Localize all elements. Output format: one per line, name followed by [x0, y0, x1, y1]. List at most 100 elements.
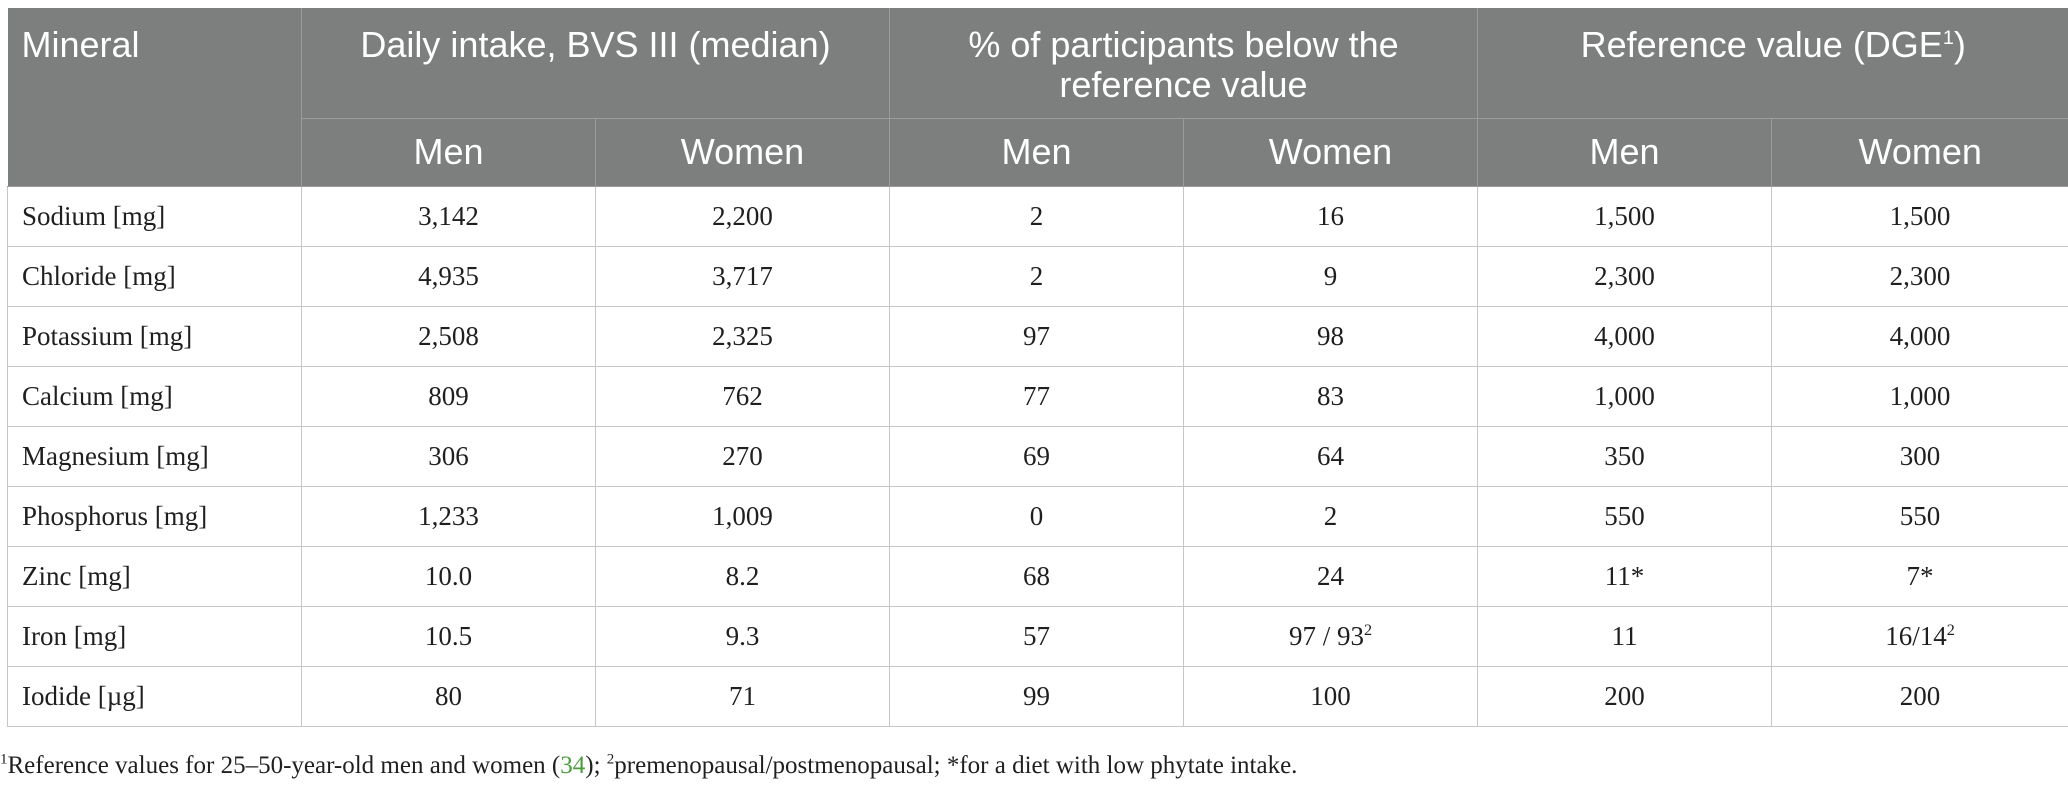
cell-ref-men: 350 [1477, 425, 1772, 487]
cell-intake-women: 762 [595, 365, 890, 427]
cell-below-women: 100 [1183, 665, 1478, 727]
cell-intake-women: 3,717 [595, 245, 890, 307]
table-row: Potassium [mg] 2,508 2,325 97 98 4,000 4… [7, 305, 2068, 367]
cell-below-women: 2 [1183, 485, 1478, 547]
cell-ref-men: 550 [1477, 485, 1772, 547]
cell-ref-women-value: 550 [1899, 500, 1941, 531]
cell-ref-women-value: 1,500 [1889, 200, 1951, 231]
cell-ref-men: 200 [1477, 665, 1772, 727]
header-ref-women: Women [1771, 118, 2068, 187]
cell-intake-women: 1,009 [595, 485, 890, 547]
cell-mineral: Chloride [mg] [7, 245, 302, 307]
cell-below-women-value: 9 [1323, 260, 1338, 291]
header-mineral: Mineral [7, 8, 302, 187]
cell-mineral: Sodium [mg] [7, 185, 302, 247]
cell-intake-men: 3,142 [301, 185, 596, 247]
cell-below-men: 68 [889, 545, 1184, 607]
cell-intake-women: 2,200 [595, 185, 890, 247]
table-row: Phosphorus [mg] 1,233 1,009 0 2 550 550 [7, 485, 2068, 547]
cell-ref-men: 4,000 [1477, 305, 1772, 367]
cell-below-women-value: 64 [1317, 440, 1344, 471]
table-row: Calcium [mg] 809 762 77 83 1,000 1,000 [7, 365, 2068, 427]
cell-ref-women: 200 [1771, 665, 2068, 727]
header-below-men: Men [889, 118, 1184, 187]
cell-intake-men: 10.0 [301, 545, 596, 607]
cell-ref-women: 300 [1771, 425, 2068, 487]
footnote-text-2: ); [585, 752, 607, 779]
cell-mineral: Potassium [mg] [7, 305, 302, 367]
cell-ref-women-value: 1,000 [1889, 380, 1951, 411]
header-intake-men: Men [301, 118, 596, 187]
cell-below-men: 77 [889, 365, 1184, 427]
header-reference-sup: 1 [1942, 27, 1954, 49]
header-row-sex: Men Women Men Women Men Women [8, 118, 2068, 187]
cell-intake-women: 9.3 [595, 605, 890, 667]
cell-below-women-value: 83 [1317, 380, 1344, 411]
cell-ref-women-value: 4,000 [1889, 320, 1951, 351]
table-row: Sodium [mg] 3,142 2,200 2 16 1,500 1,500 [7, 185, 2068, 247]
table-row: Magnesium [mg] 306 270 69 64 350 300 [7, 425, 2068, 487]
table-row: Chloride [mg] 4,935 3,717 2 9 2,300 2,30… [7, 245, 2068, 307]
cell-mineral: Magnesium [mg] [7, 425, 302, 487]
cell-below-women: 98 [1183, 305, 1478, 367]
cell-below-women: 64 [1183, 425, 1478, 487]
cell-below-women: 16 [1183, 185, 1478, 247]
cell-intake-women: 270 [595, 425, 890, 487]
header-reference-value: Reference value (DGE1) [1477, 8, 2068, 119]
footnote-sup-1: 1 [0, 751, 8, 768]
header-row-groups: Mineral Daily intake, BVS III (median) %… [7, 8, 2068, 187]
cell-ref-women-value: 2,300 [1889, 260, 1951, 291]
cell-intake-women: 2,325 [595, 305, 890, 367]
header-below-reference: % of participants below the reference va… [889, 8, 1478, 119]
cell-ref-men: 11* [1477, 545, 1772, 607]
cell-ref-women: 1,500 [1771, 185, 2068, 247]
cell-intake-men: 80 [301, 665, 596, 727]
cell-ref-women-value: 16/14 [1885, 620, 1947, 651]
header-daily-intake: Daily intake, BVS III (median) [301, 8, 890, 119]
cell-below-women-value: 2 [1323, 500, 1338, 531]
header-reference-close: ) [1953, 24, 1966, 65]
cell-below-men: 2 [889, 185, 1184, 247]
footnote-reference-link[interactable]: 34 [560, 752, 586, 779]
cell-ref-women-sup: 2 [1946, 620, 1955, 639]
cell-below-men: 97 [889, 305, 1184, 367]
cell-intake-men: 4,935 [301, 245, 596, 307]
footnote-text-3: premenopausal/postmenopausal; *for a die… [614, 752, 1298, 779]
header-below-women: Women [1183, 118, 1478, 187]
cell-below-women-value: 97 / 93 [1288, 620, 1364, 651]
cell-ref-women: 2,300 [1771, 245, 2068, 307]
cell-below-women: 97 / 932 [1183, 605, 1478, 667]
cell-intake-men: 306 [301, 425, 596, 487]
cell-below-women: 83 [1183, 365, 1478, 427]
cell-ref-women-value: 300 [1899, 440, 1941, 471]
cell-intake-women: 71 [595, 665, 890, 727]
cell-mineral: Phosphorus [mg] [7, 485, 302, 547]
cell-ref-women: 1,000 [1771, 365, 2068, 427]
cell-below-women-sup: 2 [1363, 620, 1373, 639]
header-reference-text: Reference value (DGE [1580, 24, 1943, 65]
cell-ref-men: 1,000 [1477, 365, 1772, 427]
cell-ref-women: 550 [1771, 485, 2068, 547]
cell-below-men: 2 [889, 245, 1184, 307]
minerals-table: Mineral Daily intake, BVS III (median) %… [7, 8, 2068, 727]
cell-below-men: 99 [889, 665, 1184, 727]
table-row: Iron [mg] 10.5 9.3 57 97 / 932 11 16/142 [7, 605, 2068, 667]
cell-below-men: 0 [889, 485, 1184, 547]
cell-ref-women: 16/142 [1771, 605, 2068, 667]
cell-ref-women-value: 200 [1899, 680, 1941, 711]
cell-mineral: Zinc [mg] [7, 545, 302, 607]
cell-below-women-value: 98 [1317, 320, 1344, 351]
header-ref-men: Men [1477, 118, 1772, 187]
cell-intake-men: 10.5 [301, 605, 596, 667]
cell-intake-men: 809 [301, 365, 596, 427]
cell-ref-men: 2,300 [1477, 245, 1772, 307]
cell-ref-men: 1,500 [1477, 185, 1772, 247]
cell-ref-women: 4,000 [1771, 305, 2068, 367]
table-row: Zinc [mg] 10.0 8.2 68 24 11* 7* [7, 545, 2068, 607]
header-intake-women: Women [595, 118, 890, 187]
cell-below-men: 69 [889, 425, 1184, 487]
cell-mineral: Iodide [µg] [7, 665, 302, 727]
cell-below-men: 57 [889, 605, 1184, 667]
table-footnote: 1Reference values for 25–50-year-old men… [0, 752, 1297, 780]
footnote-sup-2: 2 [606, 751, 615, 768]
